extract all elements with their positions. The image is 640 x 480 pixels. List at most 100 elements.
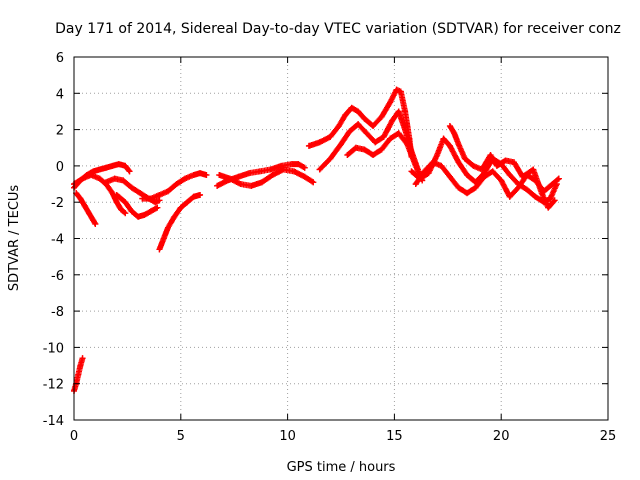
data-point [393,86,400,93]
data-point [177,204,184,211]
data-point [139,195,146,202]
data-point [113,191,120,198]
data-point [404,141,411,148]
y-tick-label: 0 [56,160,64,175]
series-track-i [216,166,317,189]
data-point [545,204,552,211]
data-point [372,139,379,146]
data-point [141,211,148,218]
data-point [171,213,178,220]
data-point [361,146,368,153]
data-point [378,113,385,120]
data-point [395,130,402,137]
data-point [502,157,509,164]
data-point [109,162,116,169]
data-point [425,170,432,177]
data-point [301,173,308,180]
data-point [126,168,133,175]
data-point [387,135,394,142]
data-point [342,112,349,119]
data-point [361,115,368,122]
data-point [555,175,562,182]
x-axis-label: GPS time / hours [287,460,396,475]
data-point [380,133,387,140]
data-point [301,164,308,171]
data-point [481,173,488,180]
data-point [147,195,154,202]
data-point [258,179,265,186]
data-point [446,122,453,129]
data-point [478,166,485,173]
data-point [397,88,404,95]
data-point [472,184,479,191]
data-point [511,159,518,166]
data-point [122,210,129,217]
data-point [235,173,242,180]
data-point [389,117,396,124]
data-point [451,130,458,137]
data-point [547,195,554,202]
data-point [256,168,263,175]
data-point [164,224,171,231]
data-point [122,162,129,169]
data-point [387,99,394,106]
series-track-k [316,108,421,173]
data-point [470,162,477,169]
data-point [464,171,471,178]
y-tick-label: -8 [51,305,64,320]
y-tick-label: -2 [51,196,64,211]
data-point [519,173,526,180]
data-point [147,208,154,215]
y-tick-label: -4 [51,233,64,248]
chart-title: Day 171 of 2014, Sidereal Day-to-day VTE… [55,21,621,37]
data-point [77,362,84,369]
data-point [190,171,197,178]
data-point [355,108,362,115]
data-point [248,182,255,189]
data-point [197,191,204,198]
x-axis-ticks: 0 5 10 15 20 25 [70,57,616,444]
data-point [370,122,377,129]
data-point [549,181,556,188]
data-point [316,166,323,173]
data-point [120,177,127,184]
data-point [412,162,419,169]
data-point [305,142,312,149]
data-point [515,184,522,191]
data-markers [71,86,562,394]
x-tick-label: 0 [70,429,78,444]
data-point [438,162,445,169]
data-point [182,175,189,182]
data-point [137,190,144,197]
data-point [152,199,159,206]
data-point [79,355,86,362]
data-point [115,161,122,168]
y-tick-label: 2 [56,124,64,139]
data-point [538,190,545,197]
data-point [237,181,244,188]
data-point [506,171,513,178]
data-point [346,128,353,135]
data-point [113,199,120,206]
data-point [295,161,302,168]
data-point [327,133,334,140]
y-tick-label: 6 [56,51,64,66]
data-point [269,171,276,178]
x-tick-label: 10 [279,429,296,444]
data-point [532,193,539,200]
data-point [79,175,86,182]
data-point [288,161,295,168]
x-tick-label: 15 [386,429,403,444]
data-point [506,193,513,200]
data-point [226,175,233,182]
data-point [214,182,221,189]
data-point [461,155,468,162]
data-point [280,166,287,173]
series-track-f [139,170,210,202]
data-point [103,179,110,186]
data-point [90,217,97,224]
data-point [291,168,298,175]
data-point [111,175,118,182]
